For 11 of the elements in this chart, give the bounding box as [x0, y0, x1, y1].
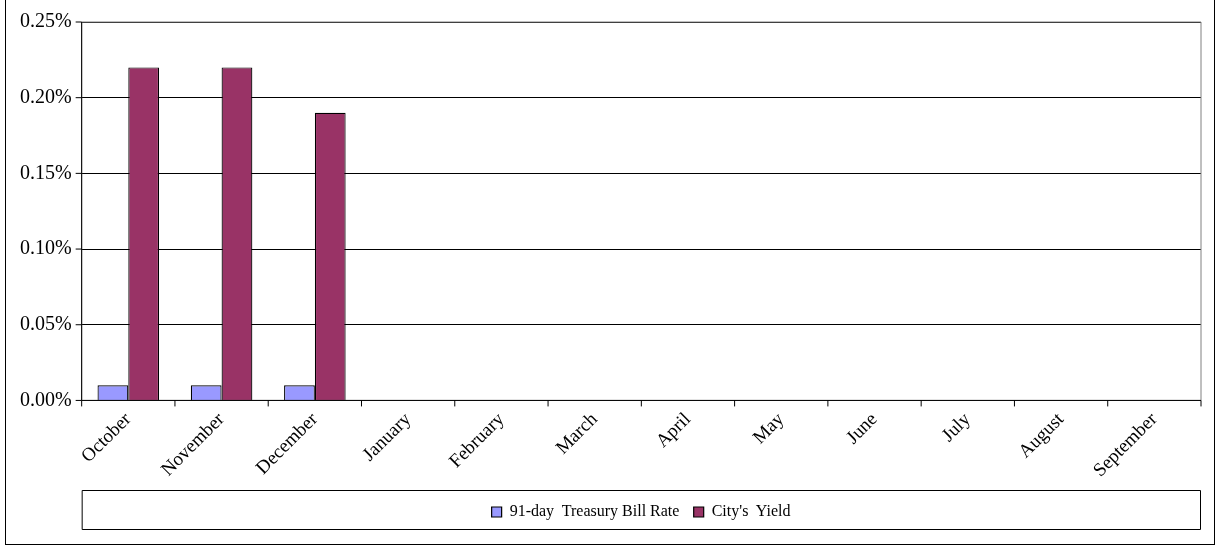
- legend-label: 91-day Treasury Bill Rate: [509, 502, 680, 521]
- y-tick-label: 0.05%: [19, 311, 72, 334]
- legend-label: City's Yield: [711, 502, 791, 521]
- x-tick-label: May: [748, 407, 788, 448]
- y-tick-label: 0.00%: [19, 387, 72, 410]
- y-tick-label: 0.25%: [19, 9, 72, 32]
- y-tick-label: 0.10%: [19, 236, 72, 259]
- x-tick-label: June: [841, 407, 881, 448]
- y-tick-label: 0.20%: [19, 84, 72, 107]
- y-tick-label: 0.15%: [19, 160, 72, 183]
- x-tick-label: July: [936, 407, 975, 446]
